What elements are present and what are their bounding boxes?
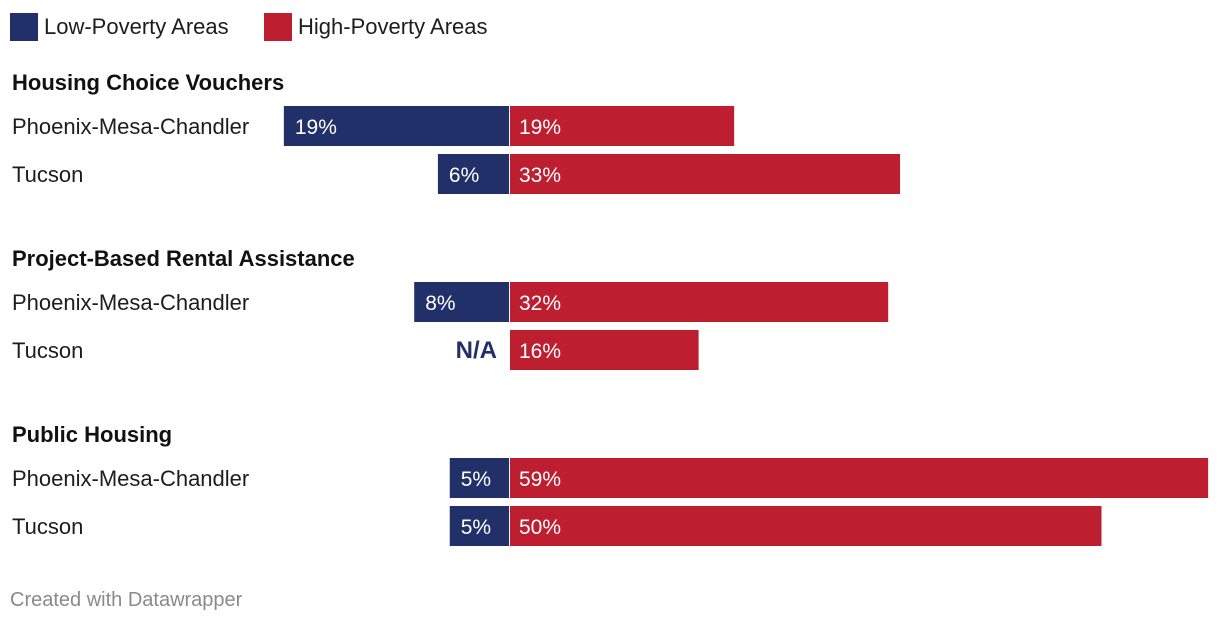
bar-high-poverty: [510, 282, 889, 322]
group-title: Public Housing: [12, 422, 172, 447]
bar-low-poverty: [449, 506, 509, 546]
group-title: Project-Based Rental Assistance: [12, 246, 355, 271]
legend-swatch-high-poverty: [264, 13, 292, 41]
bar-high-poverty: [510, 506, 1102, 546]
row-label: Tucson: [12, 162, 83, 187]
value-label-high-poverty: 19%: [519, 116, 561, 139]
bar-low-poverty: [283, 106, 509, 146]
value-label-high-poverty: 16%: [519, 340, 561, 363]
bar-low-poverty: [449, 458, 509, 498]
value-label-low-poverty: 6%: [449, 164, 479, 187]
row-label: Phoenix-Mesa-Chandler: [12, 466, 249, 491]
legend-swatch-low-poverty: [10, 13, 38, 41]
bar-low-poverty: [437, 154, 509, 194]
group-title: Housing Choice Vouchers: [12, 70, 284, 95]
legend-label-high-poverty: High-Poverty Areas: [298, 14, 488, 39]
value-label-low-poverty-na: N/A: [456, 337, 497, 364]
value-label-high-poverty: 50%: [519, 516, 561, 539]
value-label-low-poverty: 5%: [461, 468, 491, 491]
legend-label-low-poverty: Low-Poverty Areas: [44, 14, 229, 39]
footer-credit: Created with Datawrapper: [10, 589, 243, 611]
value-label-low-poverty: 5%: [461, 516, 491, 539]
value-label-low-poverty: 19%: [295, 116, 337, 139]
value-label-high-poverty: 59%: [519, 468, 561, 491]
row-label: Tucson: [12, 514, 83, 539]
bar-high-poverty: [510, 330, 699, 370]
bar-high-poverty: [510, 154, 901, 194]
bar-high-poverty: [510, 458, 1209, 498]
bar-high-poverty: [510, 106, 735, 146]
row-label: Phoenix-Mesa-Chandler: [12, 114, 249, 139]
value-label-high-poverty: 33%: [519, 164, 561, 187]
row-label: Phoenix-Mesa-Chandler: [12, 290, 249, 315]
value-label-low-poverty: 8%: [425, 292, 455, 315]
row-label: Tucson: [12, 338, 83, 363]
bar-low-poverty: [414, 282, 509, 322]
value-label-high-poverty: 32%: [519, 292, 561, 315]
